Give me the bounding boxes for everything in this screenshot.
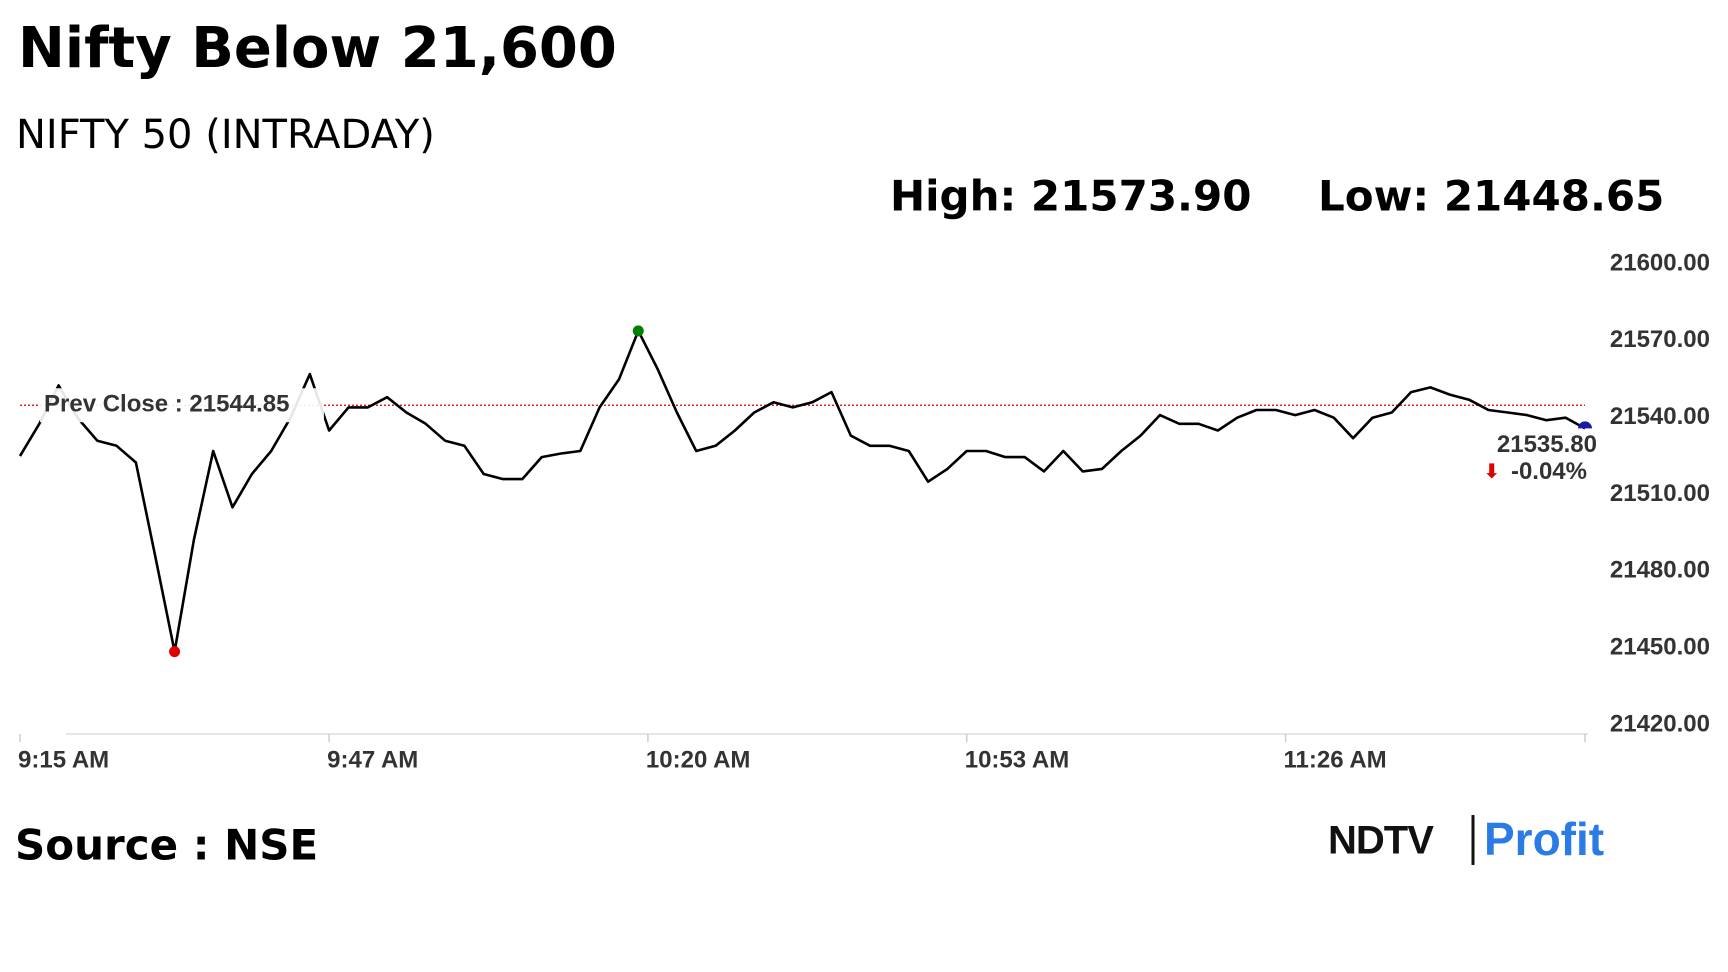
x-tick-label: 9:47 AM	[327, 746, 418, 773]
x-tick-label: 10:20 AM	[646, 746, 750, 773]
change-label: -0.04%	[1511, 458, 1587, 485]
prev-close-label-bg	[40, 388, 324, 423]
x-tick-label: 11:26 AM	[1284, 746, 1387, 773]
chart-title: Nifty Below 21,600	[18, 16, 617, 81]
last-marker	[1578, 421, 1592, 429]
x-tick-label: 10:53 AM	[965, 746, 1069, 773]
logo-profit: Profit	[1484, 813, 1604, 865]
y-tick-label: 21480.00	[1610, 557, 1710, 584]
low-label: Low: 21448.65	[1318, 172, 1664, 221]
prev-close-label: Prev Close : 21544.85	[44, 391, 290, 418]
y-tick-label: 21570.00	[1610, 326, 1710, 353]
chart-subtitle: NIFTY 50 (INTRADAY)	[16, 112, 435, 158]
y-tick-label: 21540.00	[1610, 403, 1710, 430]
high-label: High: 21573.90	[890, 172, 1251, 221]
y-tick-label: 21450.00	[1610, 634, 1710, 661]
source: Source : NSE	[15, 821, 318, 870]
price-line	[18, 329, 1586, 653]
y-tick-label: 21510.00	[1610, 480, 1710, 507]
y-tick-label: 21420.00	[1610, 710, 1710, 737]
low-marker	[169, 646, 181, 658]
high-marker	[632, 325, 644, 337]
logo-ndtv: NDTV	[1328, 819, 1434, 863]
change-arrow: ⬇	[1483, 459, 1500, 483]
logo: NDTV Profit	[1328, 813, 1604, 865]
last-value-label: 21535.80	[1497, 431, 1597, 458]
y-tick-label: 21600.00	[1610, 249, 1710, 276]
x-tick-label: 9:15 AM	[18, 746, 109, 773]
